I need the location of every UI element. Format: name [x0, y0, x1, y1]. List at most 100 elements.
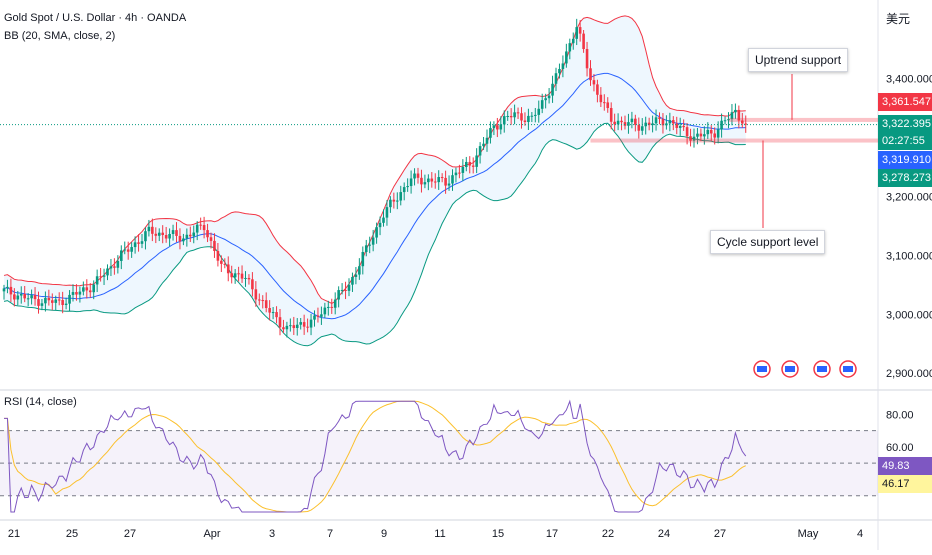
- candle-body: [371, 237, 375, 245]
- candle-body: [178, 235, 182, 242]
- candle-body: [547, 95, 551, 99]
- candle-body: [37, 299, 40, 306]
- candle-body: [120, 250, 123, 261]
- candle-body: [709, 129, 713, 134]
- candle-body: [568, 43, 572, 52]
- candle-body: [85, 287, 89, 291]
- candle-body: [465, 161, 468, 167]
- candle-body: [630, 118, 634, 123]
- candle-body: [344, 289, 347, 291]
- candle-body: [147, 226, 151, 232]
- event-flag-icon-inner: [757, 366, 767, 372]
- candle-body: [599, 94, 603, 103]
- candle-body: [423, 182, 427, 185]
- currency-label[interactable]: 美元: [886, 12, 911, 26]
- event-flag-icon-inner: [785, 366, 795, 372]
- candle-body: [606, 102, 610, 109]
- candle-body: [530, 115, 534, 117]
- price-tag-last: 3,322.395: [878, 115, 932, 133]
- candle-body: [609, 108, 613, 122]
- candle-body: [333, 299, 337, 308]
- candle-body: [571, 38, 575, 44]
- candle-body: [175, 230, 178, 236]
- candle-body: [30, 295, 33, 299]
- candle-body: [613, 121, 616, 125]
- price-axis-tick: 3,000.000: [886, 309, 932, 321]
- candle-body: [216, 250, 220, 261]
- candle-body: [95, 276, 99, 285]
- candle-body: [347, 284, 351, 291]
- candle-body: [320, 314, 323, 317]
- candle-body: [26, 298, 30, 300]
- candle-body: [161, 232, 164, 236]
- candle-body: [616, 120, 620, 125]
- candle-body: [251, 279, 254, 290]
- time-axis-tick: 15: [492, 528, 504, 540]
- candle-body: [133, 242, 137, 248]
- candle-body: [313, 315, 316, 320]
- candle-body: [516, 112, 520, 114]
- candle-body: [54, 299, 58, 303]
- candle-body: [699, 133, 703, 137]
- candle-body: [92, 284, 95, 293]
- candle-body: [716, 129, 720, 138]
- price-axis-tick: 3,200.000: [886, 192, 932, 204]
- time-axis-tick: Apr: [203, 528, 220, 540]
- candle-body: [9, 286, 13, 295]
- candle-body: [106, 268, 109, 276]
- candle-body: [6, 286, 9, 289]
- cycle-support-note[interactable]: Cycle support level: [710, 230, 826, 254]
- candle-body: [2, 288, 6, 292]
- candle-body: [289, 325, 292, 327]
- candle-body: [703, 134, 706, 137]
- rsi-indicator-label[interactable]: RSI (14, close): [4, 396, 77, 408]
- candle-body: [430, 178, 434, 182]
- candle-body: [409, 178, 413, 187]
- candle-body: [254, 289, 258, 300]
- candle-body: [382, 217, 385, 223]
- time-axis-tick: 3: [269, 528, 275, 540]
- uptrend-support-note[interactable]: Uptrend support: [748, 48, 849, 72]
- candle-body: [489, 128, 492, 138]
- candle-body: [364, 245, 368, 253]
- candle-body: [258, 299, 261, 301]
- candle-body: [40, 303, 44, 306]
- candle-body: [592, 80, 596, 85]
- time-axis-tick: 25: [66, 528, 78, 540]
- candle-body: [323, 307, 327, 315]
- candle-body: [361, 252, 365, 267]
- rsi-line: [4, 399, 747, 513]
- candle-body: [506, 115, 509, 117]
- candle-body: [696, 133, 699, 137]
- candle-body: [295, 324, 299, 329]
- bb-lower-line: [3, 122, 746, 347]
- candle-body: [427, 178, 430, 183]
- candle-body: [247, 277, 251, 280]
- candle-body: [651, 123, 654, 126]
- candle-body: [447, 183, 451, 186]
- candle-body: [402, 187, 406, 193]
- bb-fill: [4, 15, 746, 346]
- candle-body: [634, 118, 637, 125]
- candle-body: [195, 224, 199, 233]
- candle-body: [309, 319, 313, 328]
- candle-body: [654, 117, 658, 124]
- candle-body: [468, 161, 472, 166]
- time-axis-tick: 27: [124, 528, 136, 540]
- candle-body: [154, 233, 158, 236]
- candle-body: [47, 297, 51, 301]
- candle-body: [496, 125, 499, 130]
- candle-body: [123, 249, 127, 251]
- candle-body: [627, 122, 630, 126]
- candle-body: [233, 273, 237, 278]
- candle-body: [640, 126, 644, 131]
- candle-body: [230, 273, 233, 278]
- bb-upper-line: [3, 15, 746, 305]
- candle-body: [57, 299, 61, 301]
- candle-body: [16, 295, 20, 300]
- bb-indicator-label[interactable]: BB (20, SMA, close, 2): [4, 30, 116, 42]
- candle-body: [668, 120, 672, 124]
- symbol-title[interactable]: Gold Spot / U.S. Dollar · 4h · OANDA: [4, 12, 187, 24]
